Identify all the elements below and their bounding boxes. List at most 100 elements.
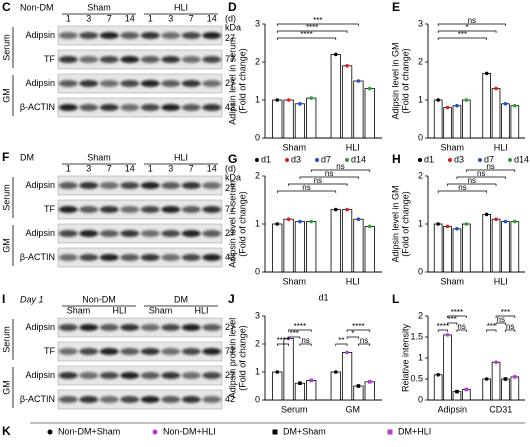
x-tick-label: HLI bbox=[346, 276, 360, 286]
y-tick-label: 0 bbox=[418, 132, 423, 142]
y-tick-label: 1.5 bbox=[410, 331, 423, 341]
blot-band bbox=[202, 348, 222, 355]
blot-band bbox=[120, 230, 140, 237]
panel-label: E bbox=[392, 0, 400, 14]
bar bbox=[294, 382, 306, 401]
y-tick-label: 1 bbox=[255, 94, 260, 104]
significance-bracket bbox=[437, 37, 488, 40]
data-point bbox=[513, 375, 517, 379]
significance-bracket bbox=[288, 183, 348, 186]
bar bbox=[364, 381, 375, 401]
x-tick-label: CD31 bbox=[489, 404, 512, 414]
data-point bbox=[484, 377, 489, 381]
lane-label: 14 bbox=[207, 163, 217, 173]
bar bbox=[306, 221, 317, 273]
significance-bracket bbox=[288, 336, 301, 339]
blot-band bbox=[99, 372, 119, 379]
y-tick-label: 2 bbox=[418, 310, 423, 320]
bar bbox=[294, 221, 306, 273]
blot-band bbox=[181, 32, 201, 39]
blot-band bbox=[161, 206, 181, 213]
significance-label: ns bbox=[497, 315, 505, 324]
data-point bbox=[367, 380, 372, 384]
blot-band bbox=[181, 230, 201, 237]
lane-label: 3 bbox=[86, 163, 91, 173]
y-tick-label: 0 bbox=[255, 132, 260, 142]
data-point bbox=[333, 207, 338, 212]
x-tick-label: Sham bbox=[282, 276, 306, 286]
significance-label: *** bbox=[448, 315, 457, 324]
bar bbox=[443, 334, 452, 401]
bar bbox=[353, 80, 364, 139]
data-point bbox=[333, 370, 338, 374]
data-point bbox=[455, 227, 459, 231]
blot-strip bbox=[57, 341, 223, 362]
blot-band bbox=[79, 104, 99, 111]
y-axis-label: Adipsin level in serum bbox=[227, 180, 237, 268]
x-tick-label: Serum bbox=[281, 404, 308, 414]
bar bbox=[341, 351, 353, 401]
data-point bbox=[356, 79, 361, 83]
panel-label: D bbox=[228, 0, 237, 14]
y-axis-label: (Fold of change) bbox=[400, 48, 410, 114]
lane-label: 3 bbox=[168, 163, 173, 173]
significance-label: ns bbox=[468, 176, 476, 185]
x-tick-label: HLI bbox=[494, 276, 508, 286]
bar bbox=[330, 209, 341, 273]
bar bbox=[501, 221, 510, 273]
mw-label: 27 bbox=[225, 228, 235, 238]
significance-label: ns bbox=[325, 169, 333, 178]
blot-band bbox=[140, 254, 160, 261]
lane-label: 1 bbox=[148, 13, 153, 23]
blot-band bbox=[181, 348, 201, 355]
blot-band bbox=[140, 396, 160, 403]
data-point bbox=[345, 207, 349, 212]
bar bbox=[283, 99, 294, 139]
blot-band bbox=[202, 104, 222, 111]
blot-band bbox=[120, 32, 140, 39]
blot-band bbox=[79, 348, 99, 355]
bar bbox=[364, 225, 375, 273]
lane-label: 14 bbox=[125, 13, 135, 23]
y-axis-label: Adipsin level in GM bbox=[390, 185, 400, 262]
lane-label: 7 bbox=[107, 13, 112, 23]
blot-band bbox=[181, 324, 201, 331]
significance-bracket bbox=[346, 329, 371, 332]
significance-bracket bbox=[456, 329, 467, 332]
data-point bbox=[345, 158, 349, 162]
data-point bbox=[275, 98, 280, 102]
y-tick-label: 0 bbox=[418, 266, 423, 276]
significance-label: **** bbox=[437, 322, 449, 331]
y-tick-label: 1 bbox=[255, 366, 260, 376]
group-label: HLI bbox=[174, 2, 188, 12]
section-label: GM bbox=[1, 238, 11, 253]
bar bbox=[452, 105, 462, 139]
bar bbox=[341, 65, 353, 139]
section-label: GM bbox=[1, 88, 11, 103]
data-point bbox=[298, 102, 302, 106]
blot-band bbox=[99, 324, 119, 331]
significance-label: ns bbox=[477, 169, 485, 178]
data-point bbox=[315, 158, 319, 162]
blot-strip bbox=[57, 73, 223, 94]
mw-label: 27 bbox=[225, 322, 235, 332]
row-label: β-ACTIN bbox=[20, 252, 55, 262]
blot-band bbox=[181, 56, 201, 63]
blot-band bbox=[120, 254, 140, 261]
significance-bracket bbox=[456, 176, 506, 179]
blot-band bbox=[79, 182, 99, 189]
data-point bbox=[345, 350, 349, 355]
blot-band bbox=[202, 206, 222, 213]
data-point bbox=[436, 98, 440, 102]
y-tick-label: 1 bbox=[418, 218, 423, 228]
panel-label: H bbox=[392, 152, 401, 166]
blot-band bbox=[58, 32, 78, 39]
significance-bracket bbox=[437, 190, 488, 193]
bar bbox=[482, 73, 491, 139]
blot-band bbox=[99, 104, 119, 111]
blot-band bbox=[120, 396, 140, 403]
data-point bbox=[445, 333, 450, 337]
blot-band bbox=[181, 104, 201, 111]
bar bbox=[294, 103, 306, 139]
